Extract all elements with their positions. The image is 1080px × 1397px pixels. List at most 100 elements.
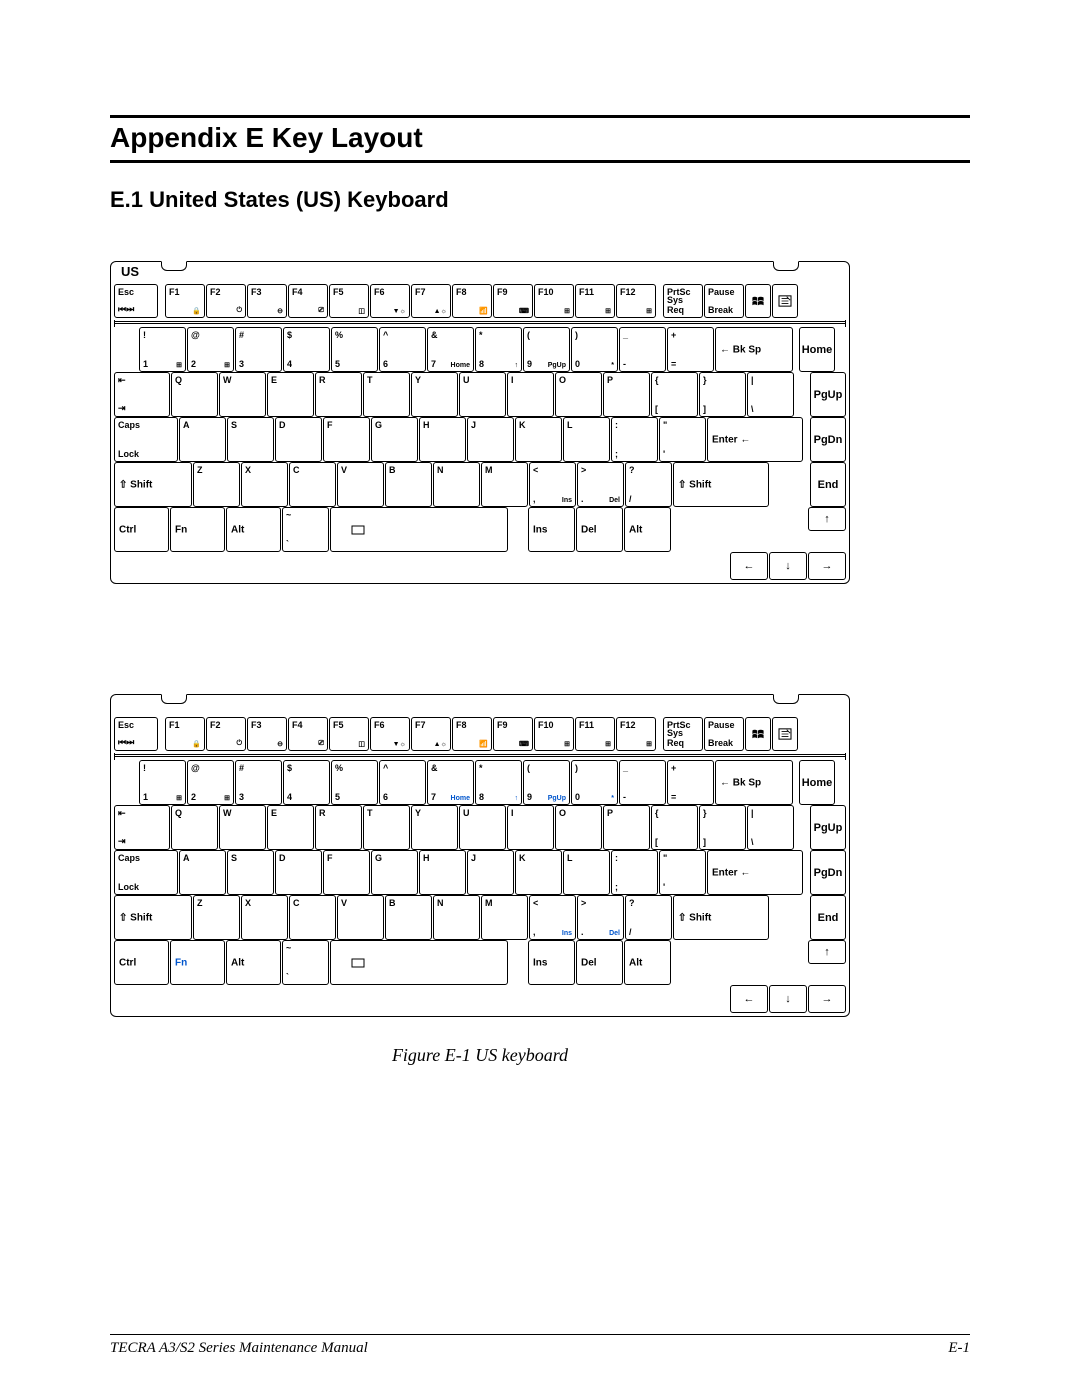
key: W (219, 805, 266, 850)
key: D (275, 417, 322, 462)
key: F5◫ (329, 284, 369, 318)
key: $4 (283, 760, 330, 805)
key: F2⏻ (206, 717, 246, 751)
key: {[ (651, 805, 698, 850)
key: F7▲☼ (411, 284, 451, 318)
key: T (363, 805, 410, 850)
key: += (667, 327, 714, 372)
key: → (808, 985, 846, 1013)
key: ^6 (379, 327, 426, 372)
key: F5◫ (329, 717, 369, 751)
key: X (241, 462, 288, 507)
key: @2⊞ (187, 327, 234, 372)
key: @2⊞ (187, 760, 234, 805)
windows-key-icon (745, 717, 771, 751)
key: Esc⏮⏭ (114, 284, 158, 318)
key: F9⌨ (493, 284, 533, 318)
key: F10⊞ (534, 717, 574, 751)
key: ⇧ Shift (114, 462, 192, 507)
key: V (337, 895, 384, 940)
key: J (467, 850, 514, 895)
key: F8📶 (452, 284, 492, 318)
spacebar-key (330, 940, 508, 985)
key: %5 (331, 327, 378, 372)
key: H (419, 850, 466, 895)
key: F9⌨ (493, 717, 533, 751)
key: T (363, 372, 410, 417)
key: ← (730, 985, 768, 1013)
key: G (371, 850, 418, 895)
key: Alt (624, 940, 671, 985)
key: O (555, 805, 602, 850)
key: F3⊖ (247, 717, 287, 751)
key: F2⏻ (206, 284, 246, 318)
key: "' (659, 850, 706, 895)
key: Q (171, 805, 218, 850)
key: += (667, 760, 714, 805)
key: W (219, 372, 266, 417)
key: *8↑ (475, 327, 522, 372)
key: K (515, 850, 562, 895)
key: Ctrl (114, 507, 169, 552)
key: Y (411, 805, 458, 850)
key: E (267, 805, 314, 850)
footer-rule (110, 1334, 970, 1335)
key: P (603, 805, 650, 850)
keyboard-diagram-top: US Esc⏮⏭F1🔒F2⏻F3⊖F4⎚F5◫F6▼☼F7▲☼F8📶F9⌨F10… (110, 261, 850, 584)
key: Alt (624, 507, 671, 552)
key: CapsLock (114, 417, 178, 462)
key: ⇤⇥ (114, 372, 170, 417)
key: )0* (571, 327, 618, 372)
key: F10⊞ (534, 284, 574, 318)
key: Z (193, 462, 240, 507)
key: C (289, 895, 336, 940)
key: PauseBreak (704, 284, 744, 318)
key: R (315, 372, 362, 417)
key: Fn (170, 507, 225, 552)
key: <,Ins (529, 895, 576, 940)
key: ⇧ Shift (673, 895, 769, 940)
key: I (507, 372, 554, 417)
key: Enter ← (707, 417, 803, 462)
key: L (563, 417, 610, 462)
key: _- (619, 760, 666, 805)
key: ⇧ Shift (114, 895, 192, 940)
key: Ins (528, 940, 575, 985)
key: Ctrl (114, 940, 169, 985)
spacebar-key (330, 507, 508, 552)
key: H (419, 417, 466, 462)
key: }] (699, 805, 746, 850)
key: F4⎚ (288, 284, 328, 318)
key: ← Bk Sp (715, 327, 793, 372)
key: V (337, 462, 384, 507)
key: Esc⏮⏭ (114, 717, 158, 751)
key: ↑ (808, 940, 846, 964)
key: ^6 (379, 760, 426, 805)
key: ↓ (769, 552, 807, 580)
key: C (289, 462, 336, 507)
key: :; (611, 850, 658, 895)
key: }] (699, 372, 746, 417)
key: PrtScSys Req (663, 284, 703, 318)
key: <,Ins (529, 462, 576, 507)
key: >.Del (577, 895, 624, 940)
key: ↑ (808, 507, 846, 531)
key: F11⊞ (575, 284, 615, 318)
key: F3⊖ (247, 284, 287, 318)
key: ⇧ Shift (673, 462, 769, 507)
key: Alt (226, 507, 281, 552)
key: #3 (235, 327, 282, 372)
key: Ins (528, 507, 575, 552)
key: O (555, 372, 602, 417)
key: PrtScSys Req (663, 717, 703, 751)
key: M (481, 895, 528, 940)
key: ⇤⇥ (114, 805, 170, 850)
appendix-title: Appendix E Key Layout (110, 115, 970, 163)
key: ~` (282, 507, 329, 552)
key: !1⊞ (139, 760, 186, 805)
key: &7Home (427, 327, 474, 372)
key: F7▲☼ (411, 717, 451, 751)
key: PgDn (810, 417, 846, 462)
layout-label: US (121, 264, 139, 279)
key: "' (659, 417, 706, 462)
